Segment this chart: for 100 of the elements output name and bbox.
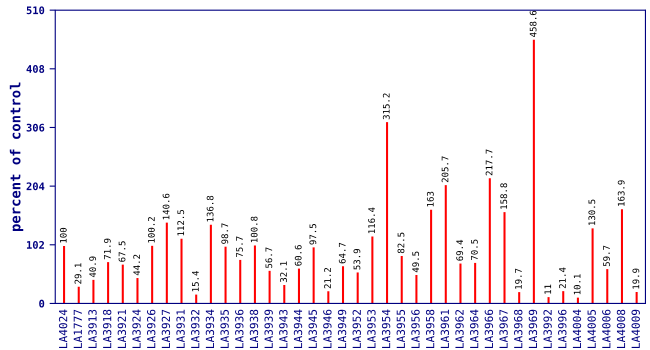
bar (107, 262, 110, 304)
x-tick-label: LA3932 (191, 310, 200, 348)
data-label: 100 (60, 228, 67, 243)
x-tick-label: LA3936 (235, 310, 244, 348)
data-label: 56.7 (265, 247, 272, 268)
data-label: 40.9 (89, 256, 96, 278)
x-tick-label: LA3962 (455, 310, 464, 348)
data-label: 29.1 (74, 263, 82, 284)
data-label: 19.7 (515, 268, 522, 289)
data-label: 21.2 (324, 268, 331, 288)
x-tick-label: LA3961 (440, 310, 450, 348)
data-label: 69.4 (456, 240, 464, 261)
x-tick-label: LA4006 (602, 310, 611, 348)
bar (459, 264, 462, 304)
data-label: 97.5 (309, 224, 316, 245)
x-tick-label: LA4008 (616, 310, 626, 348)
data-label: 21.4 (559, 268, 566, 288)
y-tick-label: 306 (26, 124, 44, 132)
bar (620, 209, 623, 304)
data-label: 19.9 (632, 268, 640, 289)
bar (518, 292, 520, 304)
data-label: 15.4 (192, 270, 199, 292)
bar (239, 260, 242, 304)
bar (312, 247, 315, 304)
y-tick-label: 510 (26, 6, 44, 14)
bar (415, 274, 418, 304)
bar (298, 268, 300, 304)
x-tick-label: LA3956 (411, 310, 420, 348)
bar (224, 246, 227, 304)
data-label: 67.5 (118, 241, 126, 262)
bar (151, 246, 154, 304)
data-label: 140.6 (162, 194, 170, 220)
x-tick-label: LA3944 (294, 310, 302, 348)
data-label: 116.4 (368, 207, 376, 234)
bar (606, 269, 608, 304)
bar (400, 256, 403, 304)
x-tick-label: LA3968 (514, 310, 522, 348)
bar (371, 236, 374, 304)
x-tick-label: LA3934 (206, 310, 214, 348)
x-tick-label: LA3964 (470, 310, 478, 348)
bar (503, 212, 506, 304)
bar (532, 40, 535, 304)
data-label: 112.5 (177, 210, 184, 236)
bar (210, 224, 212, 304)
x-tick-label: LA4024 (58, 310, 68, 348)
data-label: 205.7 (442, 156, 448, 182)
data-label: 136.8 (206, 196, 214, 222)
bar (488, 178, 491, 304)
x-tick-label: LA3939 (264, 310, 273, 348)
bar (444, 185, 447, 304)
x-tick-label: LA1777 (74, 310, 82, 348)
x-tick-label: LA4009 (631, 310, 640, 348)
data-label: 32.1 (280, 262, 287, 282)
x-tick-label: LA3913 (88, 310, 97, 348)
bar (78, 286, 80, 304)
data-label: 70.5 (470, 240, 478, 260)
data-label: 82.5 (398, 232, 404, 254)
bar (592, 228, 594, 304)
data-label: 49.5 (412, 252, 420, 272)
bar (342, 266, 344, 304)
x-tick-label: LA3967 (499, 310, 508, 348)
data-label: 75.7 (236, 236, 243, 258)
data-label: 458.6 (530, 10, 537, 37)
data-label: 98.7 (221, 223, 228, 244)
bar (356, 272, 359, 304)
bar (268, 270, 271, 304)
x-tick-label: LA3935 (220, 310, 229, 348)
bar (63, 246, 66, 304)
x-tick-label: LA3938 (250, 310, 258, 348)
bar (122, 264, 124, 304)
y-tick-label: 102 (26, 241, 44, 249)
data-label: 315.2 (382, 93, 390, 120)
x-tick-label: LA3958 (426, 310, 434, 348)
x-tick-label: LA3927 (162, 310, 170, 348)
data-label: 60.6 (294, 245, 302, 266)
bar (136, 278, 138, 304)
data-label: 10.1 (574, 274, 581, 294)
x-tick-label: LA3943 (279, 310, 288, 348)
x-tick-label: LA3945 (308, 310, 317, 348)
bar (195, 294, 198, 304)
data-label: 158.8 (500, 183, 508, 209)
bar (386, 122, 388, 304)
x-tick-label: LA3918 (102, 310, 112, 348)
bar (636, 292, 638, 304)
x-tick-label: LA3996 (558, 310, 566, 348)
y-tick-label: 0 (39, 300, 44, 308)
bar (92, 280, 94, 304)
data-label: 11 (544, 284, 552, 294)
data-label: 100.2 (148, 217, 155, 242)
data-label: 130.5 (588, 200, 596, 226)
data-label: 217.7 (486, 149, 492, 176)
data-label: 53.9 (354, 249, 360, 270)
x-tick-label: LA3955 (396, 310, 405, 348)
x-tick-label: LA4005 (587, 310, 596, 348)
x-tick-label: LA3926 (146, 310, 156, 348)
data-label: 44.2 (133, 254, 140, 276)
bar (548, 297, 550, 304)
x-tick-label: LA4004 (572, 310, 582, 348)
bar (166, 222, 168, 304)
x-tick-label: LA3949 (338, 310, 346, 348)
